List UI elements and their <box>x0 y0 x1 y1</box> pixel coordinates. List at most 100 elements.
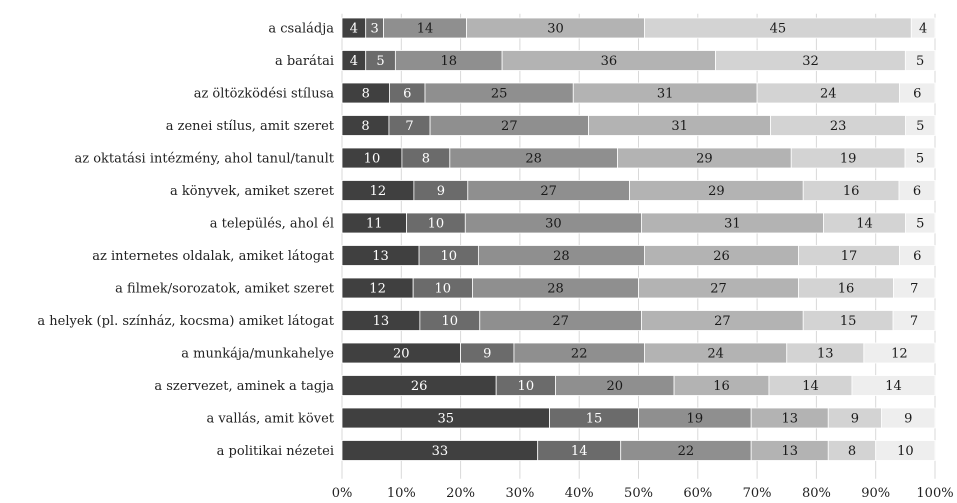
data-label: 13 <box>817 347 834 362</box>
data-label: 10 <box>897 444 914 459</box>
data-label: 8 <box>848 444 856 459</box>
category-label: a könyvek, amiket szeret <box>170 184 335 199</box>
bar-segment <box>898 180 936 201</box>
data-label: 23 <box>830 119 847 134</box>
data-label: 6 <box>913 87 921 102</box>
bar-segment <box>863 342 936 364</box>
data-label: 27 <box>501 119 518 134</box>
data-label: 20 <box>393 347 410 362</box>
x-tick-label: 90% <box>861 486 890 501</box>
category-label: az oktatási intézmény, ahol tanul/tanult <box>74 152 334 167</box>
category-label: a szervezet, aminek a tagja <box>154 379 334 394</box>
data-label: 31 <box>724 217 741 232</box>
x-tick-label: 50% <box>624 486 653 501</box>
category-label: a barátai <box>275 54 334 69</box>
data-label: 4 <box>350 54 358 69</box>
x-tick-label: 40% <box>565 486 594 501</box>
bar-segment <box>899 245 936 266</box>
data-label: 5 <box>916 54 924 69</box>
category-label: a helyek (pl. színház, kocsma) amiket lá… <box>37 314 334 329</box>
bar-series: 4 3 14 30 45 44 5 18 36 32 58 6 25 31 24 68 7 27 31 23 510 8 2… <box>341 17 936 461</box>
x-tick-label: 10% <box>387 486 416 501</box>
data-label: 6 <box>403 87 411 102</box>
data-label: 4 <box>350 22 358 37</box>
data-label: 9 <box>851 412 859 427</box>
data-label: 9 <box>437 184 445 199</box>
bar-segment <box>851 375 936 396</box>
bar-segment <box>905 212 936 234</box>
data-label: 5 <box>916 152 924 167</box>
data-label: 29 <box>708 184 725 199</box>
data-label: 26 <box>411 379 428 394</box>
category-labels: a családja a barátai az öltözködési stílus… <box>37 22 334 460</box>
data-label: 7 <box>910 282 918 297</box>
category-label: a vallás, amit követ <box>206 412 334 427</box>
data-label: 14 <box>802 379 819 394</box>
data-label: 9 <box>483 347 491 362</box>
data-label: 7 <box>405 119 413 134</box>
data-label: 16 <box>838 282 855 297</box>
data-label: 45 <box>770 22 787 37</box>
data-label: 28 <box>547 282 564 297</box>
x-tick-label: 70% <box>743 486 772 501</box>
data-label: 27 <box>714 314 731 329</box>
data-label: 19 <box>687 412 704 427</box>
data-label: 22 <box>678 444 695 459</box>
data-label: 17 <box>841 249 858 264</box>
data-label: 30 <box>545 217 562 232</box>
data-label: 28 <box>553 249 570 264</box>
bar-segment <box>892 310 936 331</box>
data-label: 27 <box>710 282 727 297</box>
data-label: 16 <box>843 184 860 199</box>
data-label: 10 <box>435 282 452 297</box>
category-label: a filmek/sorozatok, amiket szeret <box>115 282 335 297</box>
data-label: 14 <box>571 444 588 459</box>
bar-segment <box>875 440 936 461</box>
data-label: 8 <box>422 152 430 167</box>
data-label: 18 <box>440 54 457 69</box>
data-label: 14 <box>417 22 434 37</box>
data-label: 19 <box>840 152 857 167</box>
data-label: 5 <box>916 119 924 134</box>
x-axis-ticks: 0% 10% 20% 30% 40% 50% 60% 70% 80% 90% 100% <box>332 486 954 501</box>
data-label: 8 <box>362 87 370 102</box>
category-label: a település, ahol él <box>210 217 334 232</box>
data-label: 31 <box>657 87 674 102</box>
data-label: 13 <box>781 412 798 427</box>
data-label: 13 <box>373 314 390 329</box>
data-label: 14 <box>885 379 902 394</box>
data-label: 4 <box>919 22 927 37</box>
data-label: 16 <box>713 379 730 394</box>
data-label: 10 <box>518 379 535 394</box>
data-label: 22 <box>571 347 588 362</box>
category-label: az internetes oldalak, amiket látogat <box>92 249 334 264</box>
data-label: 5 <box>916 217 924 232</box>
data-label: 12 <box>370 184 387 199</box>
data-label: 29 <box>696 152 713 167</box>
data-label: 28 <box>525 152 542 167</box>
bar-segment <box>904 147 936 169</box>
bar-segment <box>881 407 936 429</box>
category-label: a zenei stílus, amit szeret <box>166 119 335 134</box>
data-label: 35 <box>438 412 455 427</box>
data-label: 13 <box>781 444 798 459</box>
bar-segment <box>910 17 936 39</box>
data-label: 15 <box>840 314 857 329</box>
data-label: 30 <box>547 22 564 37</box>
x-tick-label: 60% <box>683 486 712 501</box>
data-label: 25 <box>491 87 508 102</box>
data-label: 20 <box>607 379 624 394</box>
bar-segment <box>904 50 936 71</box>
data-label: 10 <box>440 249 457 264</box>
data-label: 8 <box>361 119 369 134</box>
data-label: 3 <box>370 22 378 37</box>
data-label: 9 <box>904 412 912 427</box>
bar-segment <box>899 82 936 104</box>
data-label: 6 <box>913 184 921 199</box>
data-label: 12 <box>891 347 908 362</box>
data-label: 10 <box>428 217 445 232</box>
data-label: 27 <box>540 184 557 199</box>
category-label: a munkája/munkahelye <box>181 347 334 362</box>
data-label: 10 <box>364 152 381 167</box>
